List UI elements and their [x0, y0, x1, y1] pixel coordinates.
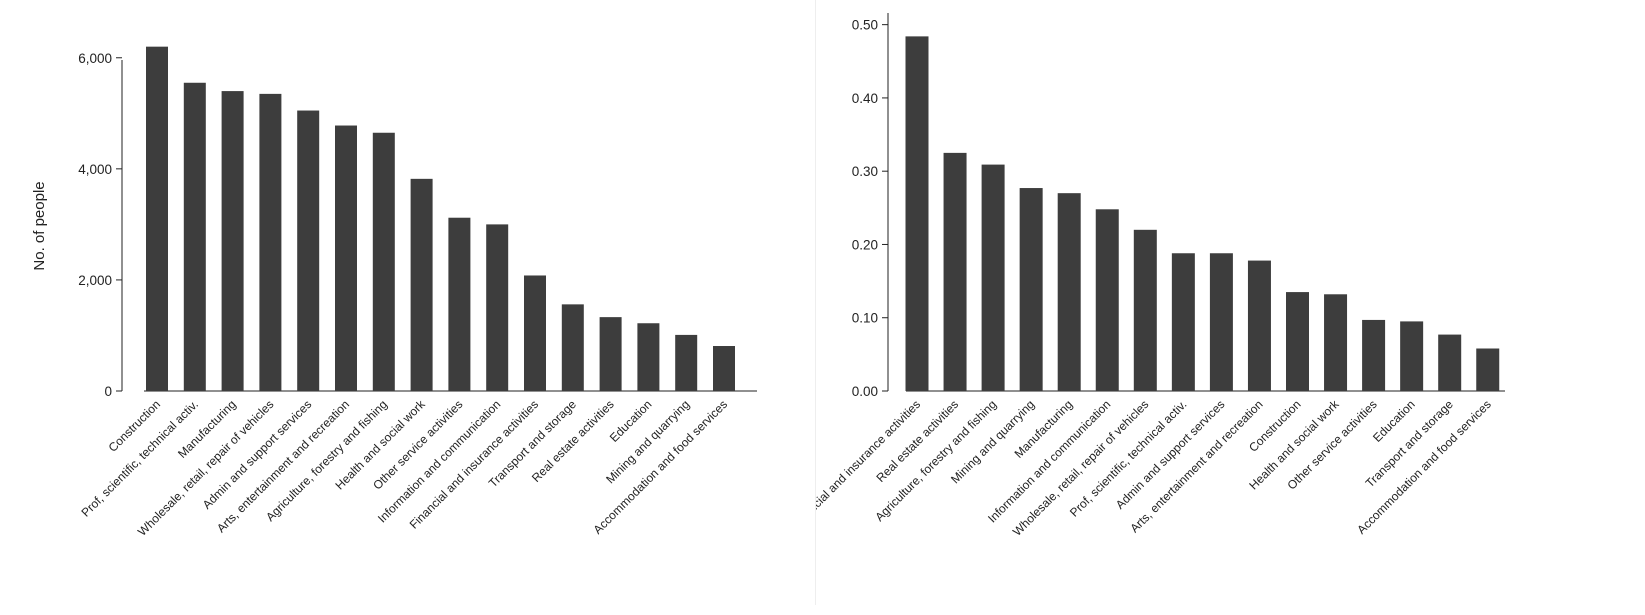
chart-panel-people: 0 2,000 4,000 6,000 No. of people Constructio… — [0, 0, 816, 605]
y-tick-label: 0.40 — [852, 91, 878, 106]
y-tick-label: 4,000 — [78, 162, 112, 177]
bar — [637, 323, 660, 391]
bar — [1133, 229, 1157, 391]
y-tick-label: 0.50 — [852, 18, 878, 33]
bar — [1324, 294, 1348, 391]
y-tick-label: 0.30 — [852, 164, 878, 179]
y-axis-title: No. of people — [31, 181, 48, 270]
y-tick-label: 0 — [104, 384, 112, 399]
bar — [1247, 260, 1271, 391]
bar — [335, 125, 357, 391]
bar — [1209, 253, 1233, 391]
y-tick-label: 0.20 — [852, 237, 878, 252]
bar — [1095, 209, 1119, 391]
bar — [675, 334, 698, 391]
bar — [1438, 334, 1462, 391]
bar — [448, 217, 471, 391]
bar — [599, 317, 622, 391]
y-tick-label: 0.10 — [852, 311, 878, 326]
bar — [410, 178, 433, 391]
bar — [713, 346, 735, 391]
bar — [486, 224, 509, 391]
x-tick-label: Financial and insurance activities — [816, 397, 923, 531]
bar — [221, 91, 244, 391]
bar — [561, 304, 584, 391]
bar — [1476, 348, 1500, 391]
bar — [1019, 188, 1043, 391]
x-tick-label: Wholesale, retail, repair of vehicles — [1010, 397, 1151, 538]
y-tick-label: 0.00 — [852, 384, 878, 399]
y-tick-label: 2,000 — [78, 273, 112, 288]
bar — [146, 46, 168, 392]
bar — [1400, 321, 1424, 391]
x-tick-label: Wholesale, retail, repair of vehicles — [135, 397, 276, 538]
bar — [1057, 193, 1081, 391]
y-axis-title: Proportion — [816, 162, 817, 231]
bar — [297, 110, 320, 392]
bar-chart-proportion: 0.00 0.10 0.20 0.30 0.40 0.50 Proportion Financ… — [816, 13, 1505, 539]
bar — [259, 93, 282, 391]
chart-panel-proportion: 0.00 0.10 0.20 0.30 0.40 0.50 Proportion Financ… — [816, 0, 1645, 605]
bar — [1286, 292, 1309, 391]
bar — [1362, 319, 1386, 391]
bar — [183, 82, 206, 391]
bar — [905, 36, 929, 391]
bar — [1171, 253, 1195, 391]
y-tick-label: 6,000 — [78, 51, 112, 66]
bar — [981, 164, 1005, 391]
bar — [372, 132, 395, 391]
bar — [524, 275, 546, 391]
bar — [943, 152, 967, 391]
